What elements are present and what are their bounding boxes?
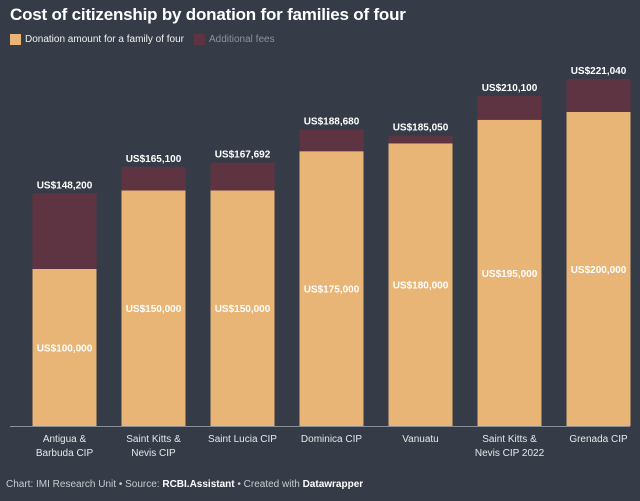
bar-fees [477,96,542,120]
bar-donation-label: US$180,000 [393,281,449,292]
bar-donation-label: US$150,000 [126,304,182,315]
bar-donation [566,111,631,426]
footer-tool: Datawrapper [302,479,364,490]
bar-donation [32,268,97,426]
x-tick-label: Vanuatu [402,434,439,445]
bar-total-label: US$148,200 [37,180,93,191]
bar-total-label: US$167,692 [215,150,271,161]
bar-donation-label: US$175,000 [304,285,360,296]
legend-item-fees: Additional fees [193,34,275,45]
bar-total-label: US$165,100 [126,154,182,165]
x-tick-label: Grenada CIP [569,434,628,445]
legend-swatch-donation [10,34,21,45]
chart-title: Cost of citizenship by donation for fami… [10,5,406,24]
bar-donation [210,190,275,426]
bar-total-label: US$221,040 [571,66,627,77]
bar-fees [299,129,364,152]
legend-swatch-fees [193,34,205,45]
x-tick-label: Barbuda CIP [36,448,94,459]
x-tick-label: Nevis CIP 2022 [475,448,545,459]
bar-total-label: US$210,100 [482,83,538,94]
x-tick-label: Saint Kitts & [482,434,537,445]
bar-fees [121,166,186,191]
bar-donation [477,119,542,427]
bar-donation-label: US$195,000 [482,269,538,280]
x-tick-label: Saint Kitts & [126,434,181,445]
bar-fees [32,193,97,269]
bar-donation [388,143,453,427]
bar-donation-label: US$150,000 [215,304,271,315]
bar-donation [121,190,186,426]
legend-item-donation: Donation amount for a family of four [10,34,184,45]
bar-total-label: US$185,050 [393,122,449,133]
x-tick-label: Dominica CIP [301,434,362,445]
bar-donation [299,151,364,426]
bar-fees [566,78,631,112]
legend: Donation amount for a family of four Add… [10,34,285,45]
bar-fees [388,135,453,144]
footer-created-prefix: • Created with [234,479,303,490]
x-tick-label: Antigua & [43,434,87,445]
legend-label-donation: Donation amount for a family of four [25,34,184,45]
bar-fees [210,162,275,191]
x-tick-label: Saint Lucia CIP [208,434,277,445]
x-tick-label: Nevis CIP [131,448,176,459]
chart-footer: Chart: IMI Research Unit • Source: RCBI.… [6,479,363,490]
bar-total-label: US$188,680 [304,117,360,128]
legend-label-fees: Additional fees [208,34,275,45]
footer-source: RCBI.Assistant [162,479,235,490]
bar-donation-label: US$200,000 [571,265,627,276]
bar-donation-label: US$100,000 [37,343,93,354]
footer-chart-prefix: Chart: IMI Research Unit • Source: [6,479,163,490]
